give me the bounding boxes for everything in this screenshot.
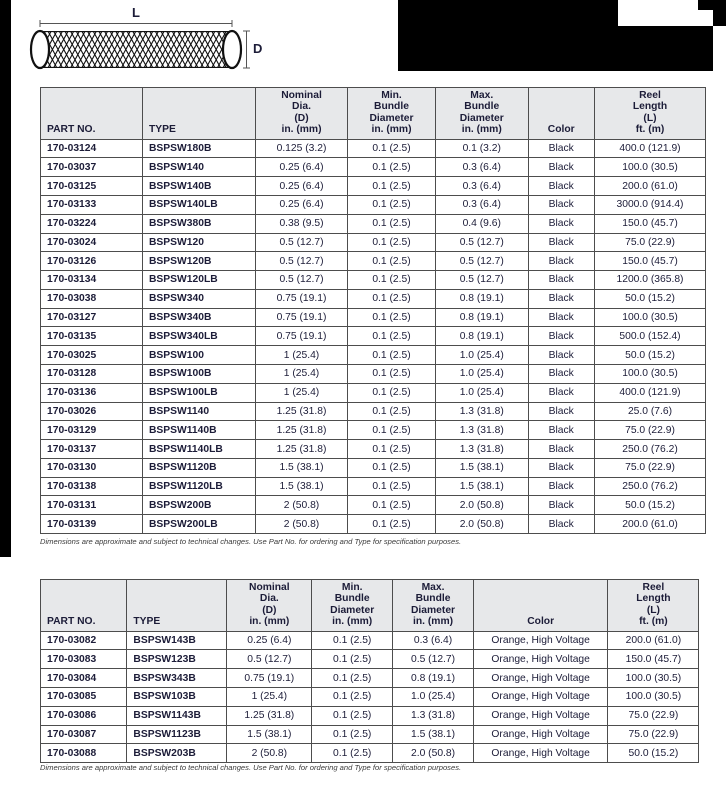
svg-text:D: D xyxy=(253,41,262,56)
svg-text:L: L xyxy=(132,5,140,20)
